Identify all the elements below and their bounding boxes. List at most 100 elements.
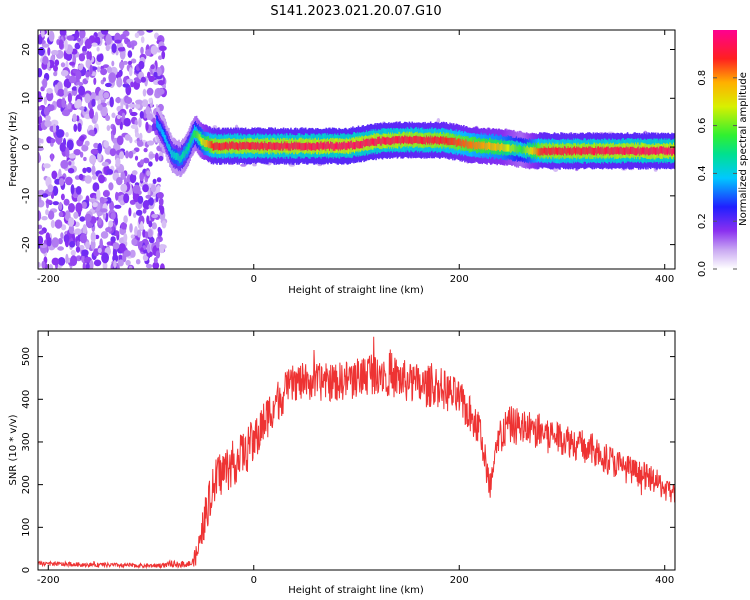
spectrogram-ridge-cell xyxy=(395,136,398,144)
spectrogram-ridge-cell xyxy=(470,140,473,148)
spectrogram-noise-cell xyxy=(68,153,76,159)
spectrogram-noise-cell xyxy=(64,210,71,221)
spectrogram-noise-cell xyxy=(106,66,113,74)
spectrogram-ridge-cell xyxy=(226,142,228,150)
spectrogram-ridge-cell xyxy=(218,143,220,151)
spectrogram-ridge-cell xyxy=(382,136,385,145)
spectrogram-noise-cell xyxy=(135,209,143,216)
spectrogram-ridge-cell xyxy=(417,136,420,144)
spectrogram-ridge-cell xyxy=(391,136,394,144)
spectrogram-ridge-cell xyxy=(498,142,500,150)
spectrogram-ridge-cell xyxy=(475,142,477,150)
spectrogram-ridge-cell xyxy=(529,146,532,154)
spectrogram-noise-cell xyxy=(148,161,153,167)
spectrogram-ridge-cell xyxy=(367,138,369,147)
spectrogram-ridge-cell xyxy=(379,138,382,146)
spectrogram-ridge-cell xyxy=(477,142,479,150)
spectrogram-ridge-cell xyxy=(525,147,527,155)
spectrogram-ridge-cell xyxy=(168,143,170,151)
spectrogram-noise-cell xyxy=(75,246,81,253)
spectrogram-noise-cell xyxy=(147,71,151,79)
spectrogram-ridge-cell xyxy=(628,148,631,156)
spectrogram-ridge-cell xyxy=(301,143,303,151)
spectrogram-ridge-cell xyxy=(457,138,460,146)
spectrogram-ridge-cell xyxy=(505,144,508,152)
spectrogram-noise-cell xyxy=(112,124,117,136)
spectrogram-ridge-cell xyxy=(267,143,269,151)
spectrogram-noise-cell xyxy=(119,33,126,40)
spectrogram-ridge-cell xyxy=(596,148,598,156)
spectrogram-ridge-cell xyxy=(208,140,211,148)
spectrogram-ridge-cell xyxy=(604,148,607,156)
spectrogram-noise-cell xyxy=(100,30,109,35)
spectrogram-noise-cell xyxy=(53,65,58,72)
spectrogram-noise-cell xyxy=(134,103,141,109)
spectrogram-noise-cell xyxy=(142,88,147,97)
spectrogram-noise-cell xyxy=(101,161,109,167)
snr-x-tick-label: -200 xyxy=(37,575,60,586)
spectrogram-ridge-cell xyxy=(344,142,347,151)
spectrogram-ridge-cell xyxy=(251,142,253,150)
spectrogram-ridge-cell xyxy=(488,141,490,149)
spectrogram-ridge-cell xyxy=(220,143,222,151)
spectrogram-ridge-cell xyxy=(414,136,416,144)
spectrogram-ridge-cell xyxy=(537,147,539,155)
spectrogram-noise-cell xyxy=(117,259,124,267)
spectrogram-ridge-cell xyxy=(173,151,176,159)
spectrogram-noise-cell xyxy=(143,147,148,153)
spectrogram-ridge-cell xyxy=(391,137,393,145)
spectrogram-noise-cell xyxy=(47,210,55,220)
spectrogram-noise-cell xyxy=(54,219,63,229)
spectrogram-noise-cell xyxy=(40,30,45,38)
spectrogram-ridge-cell xyxy=(390,138,392,146)
spectrogram-noise-cell xyxy=(42,43,50,48)
spectrogram-ridge-cell xyxy=(573,147,575,155)
spectrogram-noise-cell xyxy=(105,227,113,233)
spectrogram-noise-cell xyxy=(85,71,90,78)
spectrogram-ridge-cell xyxy=(165,135,167,143)
spectrogram-ridge-cell xyxy=(652,147,655,155)
spectrogram-noise-cell xyxy=(155,250,161,259)
spectrogram-ridge-cell xyxy=(238,143,240,151)
spectrogram-noise-cell xyxy=(123,215,128,224)
spectrogram-ridge-cell xyxy=(262,143,265,151)
snr-plot-area xyxy=(38,331,675,570)
spectrogram-ridge-cell xyxy=(351,140,353,148)
spectrogram-ridge-cell xyxy=(501,142,503,151)
spectrogram-ridge-cell xyxy=(565,148,568,156)
spectrogram-ridge-cell xyxy=(530,147,533,155)
spectrogram-ridge-cell xyxy=(615,147,618,155)
spectrogram-ridge-cell xyxy=(583,147,585,155)
spectrogram-ridge-cell xyxy=(164,134,167,143)
spectrogram-ridge-cell xyxy=(495,143,498,152)
spectrogram-ridge-cell xyxy=(503,144,506,152)
spectrogram-ridge-cell xyxy=(669,147,671,156)
spectrogram-noise-cell xyxy=(105,197,112,204)
spectrogram-noise-cell xyxy=(108,182,114,191)
colorbar: 0.0 0.2 0.4 0.6 0.8 Normalized spectral ampl… xyxy=(697,30,749,277)
spectrogram-ridge-cell xyxy=(673,146,675,154)
spectrogram-noise-cell xyxy=(81,144,89,152)
spectrogram-noise-cell xyxy=(152,261,160,269)
spectrogram-noise-cell xyxy=(120,171,126,180)
spectrogram-ridge-cell xyxy=(175,152,178,161)
spectrogram-ridge-cell xyxy=(589,146,592,154)
spectrogram-ridge-cell xyxy=(319,141,322,149)
spectrogram-ridge-cell xyxy=(595,146,597,154)
spectrogram-ridge-cell xyxy=(404,135,406,143)
spectrogram-ridge-cell xyxy=(618,147,621,156)
spectrogram-noise-cell xyxy=(139,172,144,182)
spectrogram-noise-cell xyxy=(65,132,69,138)
spectrogram-ridge-cell xyxy=(514,144,517,152)
spectrogram-ridge-cell xyxy=(207,140,210,149)
spectrogram-noise-cell xyxy=(157,80,165,86)
spectrogram-noise-cell xyxy=(38,261,41,268)
spectrogram-ridge-cell xyxy=(671,148,673,156)
spectrogram-ridge-cell xyxy=(609,148,611,156)
spectrogram-noise-cell xyxy=(38,235,44,246)
spectrogram-noise-cell xyxy=(43,163,51,169)
spectrogram-ridge-cell xyxy=(544,147,547,156)
spectrogram-noise-cell xyxy=(38,35,43,45)
spectrogram-noise-cell xyxy=(72,113,77,123)
spectrogram-noise-cell xyxy=(86,167,92,173)
